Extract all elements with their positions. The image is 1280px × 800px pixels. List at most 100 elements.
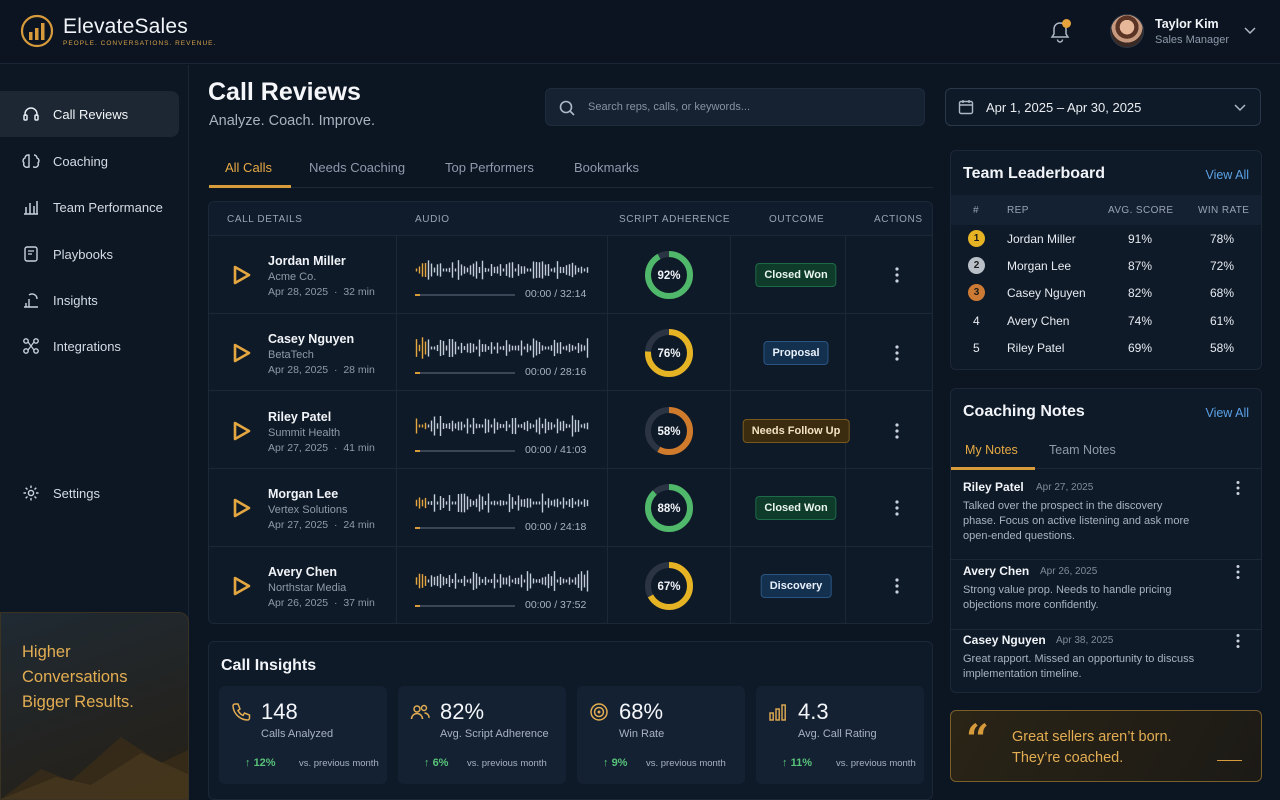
leaderboard-view-all-link[interactable]: View All (1205, 168, 1249, 182)
sidebar-item-coaching[interactable]: Coaching (0, 138, 179, 184)
user-role: Sales Manager (1155, 33, 1229, 46)
company-name: BetaTech (268, 348, 314, 361)
sidebar: Call Reviews Coaching Team Performance P… (0, 65, 189, 800)
more-options-icon[interactable] (1235, 633, 1241, 649)
more-options-icon[interactable] (894, 499, 900, 517)
table-row[interactable]: Casey Nguyen BetaTech Apr 28, 2025 · 28 … (209, 314, 932, 392)
book-icon (24, 246, 38, 262)
play-icon[interactable] (230, 342, 252, 364)
chevron-down-icon (1234, 104, 1246, 112)
audio-progress-bar[interactable] (415, 527, 515, 530)
sidebar-item-label: Integrations (53, 338, 121, 354)
coaching-notes-view-all-link[interactable]: View All (1205, 406, 1249, 420)
tab-my-notes[interactable]: My Notes (965, 443, 1018, 457)
rep-name[interactable]: Riley Patel (268, 409, 332, 424)
coaching-notes-title: Coaching Notes (963, 403, 1085, 420)
call-date: Apr 26, 2025 · 37 min (268, 597, 375, 610)
play-icon[interactable] (230, 497, 252, 519)
leaderboard-row[interactable]: 1 Jordan Miller 91% 78% (951, 226, 1261, 253)
more-options-icon[interactable] (1235, 480, 1241, 496)
rep-name[interactable]: Casey Nguyen (268, 331, 355, 346)
coaching-note[interactable]: Riley Patel Apr 27, 2025 Talked over the… (951, 480, 1261, 560)
win-rate: 58% (1210, 340, 1235, 355)
calls-table: CALL DETAILS AUDIO SCRIPT ADHERENCE OUTC… (208, 201, 933, 624)
insight-card-adherence[interactable]: 82% Avg. Script Adherence ↑ 6% vs. previ… (398, 686, 566, 784)
insights-title: Call Insights (221, 657, 317, 674)
insight-card-win-rate[interactable]: 68% Win Rate ↑ 9% vs. previous month (577, 686, 745, 784)
sidebar-item-label: Coaching (53, 153, 108, 169)
insight-value: 4.3 (798, 699, 829, 724)
brand-logo[interactable]: ElevateSales PEOPLE. CONVERSATIONS. REVE… (20, 14, 216, 48)
sidebar-item-insights[interactable]: Insights (0, 277, 179, 323)
date-range-picker[interactable]: Apr 1, 2025 – Apr 30, 2025 (945, 88, 1261, 126)
more-options-icon[interactable] (894, 344, 900, 362)
coaching-note[interactable]: Avery Chen Apr 26, 2025 Strong value pro… (951, 564, 1261, 630)
tab-bookmarks[interactable]: Bookmarks (574, 160, 640, 175)
search-input[interactable] (588, 89, 918, 125)
play-icon[interactable] (230, 575, 252, 597)
sidebar-item-call-reviews[interactable]: Call Reviews (0, 91, 179, 137)
avg-score: 91% (1128, 232, 1153, 246)
search-bar[interactable] (545, 88, 925, 126)
rep-name[interactable]: Jordan Miller (268, 254, 346, 268)
tab-needs-coaching[interactable]: Needs Coaching (309, 160, 406, 175)
insight-comparison: vs. previous month (836, 758, 916, 769)
more-options-icon[interactable] (1235, 564, 1241, 580)
chevron-down-icon[interactable] (1244, 27, 1256, 35)
table-row[interactable]: Morgan Lee Vertex Solutions Apr 27, 2025… (209, 469, 932, 547)
audio-progress-bar[interactable] (415, 294, 515, 296)
sidebar-item-settings[interactable]: Settings (0, 470, 179, 516)
table-row[interactable]: Jordan Miller Acme Co. Apr 28, 2025 · 32… (209, 236, 932, 314)
rep-name: Avery Chen (1007, 313, 1070, 328)
play-icon[interactable] (230, 420, 252, 442)
audio-waveform[interactable] (415, 258, 591, 282)
more-options-icon[interactable] (894, 266, 900, 284)
user-menu[interactable]: Taylor Kim Sales Manager (1110, 14, 1229, 48)
audio-waveform[interactable] (415, 491, 591, 515)
leaderboard-header: # REP AVG. SCORE WIN RATE (951, 195, 1261, 225)
leaderboard-row[interactable]: 2 Morgan Lee 87% 72% (951, 253, 1261, 280)
audio-duration: 00:00 / 28:16 (525, 365, 587, 378)
insight-card-rating[interactable]: 4.3 Avg. Call Rating ↑ 11% vs. previous … (756, 686, 924, 784)
more-options-icon[interactable] (894, 577, 900, 595)
coaching-note[interactable]: Casey Nguyen Apr 38, 2025 Great rapport.… (951, 633, 1261, 693)
users-icon (410, 704, 430, 720)
page-title: Call Reviews (208, 78, 361, 106)
table-row[interactable]: Avery Chen Northstar Media Apr 26, 2025 … (209, 547, 932, 623)
quote-text: Great sellers aren’t born. They’re coach… (1012, 729, 1172, 766)
audio-waveform[interactable] (415, 414, 591, 438)
table-header: CALL DETAILS AUDIO SCRIPT ADHERENCE OUTC… (209, 202, 932, 236)
target-icon (590, 703, 608, 721)
play-icon[interactable] (230, 264, 252, 286)
rep-name[interactable]: Avery Chen (268, 565, 338, 580)
audio-progress-fill (415, 449, 420, 452)
sidebar-item-playbooks[interactable]: Playbooks (0, 231, 179, 277)
audio-waveform[interactable] (415, 569, 591, 593)
brand-tagline: PEOPLE. CONVERSATIONS. REVENUE. (63, 39, 217, 47)
rep-name: Casey Nguyen (1007, 286, 1086, 301)
adherence-value: 92% (657, 270, 680, 282)
insight-card-calls[interactable]: 148 Calls Analyzed ↑ 12% vs. previous mo… (219, 686, 387, 784)
table-row[interactable]: Riley Patel Summit Health Apr 27, 2025 ·… (209, 392, 932, 470)
tab-all-calls[interactable]: All Calls (225, 160, 272, 175)
company-name: Acme Co. (268, 271, 317, 283)
win-rate: 78% (1210, 232, 1235, 246)
leaderboard-row[interactable]: 5 Riley Patel 69% 58% (951, 335, 1261, 362)
insight-label: Calls Analyzed (261, 728, 334, 740)
sidebar-item-team-performance[interactable]: Team Performance (0, 184, 179, 230)
tab-top-performers[interactable]: Top Performers (445, 160, 534, 175)
top-bar: ElevateSales PEOPLE. CONVERSATIONS. REVE… (0, 0, 1280, 64)
leaderboard-row[interactable]: 4 Avery Chen 74% 61% (951, 308, 1261, 335)
date-range-value: Apr 1, 2025 – Apr 30, 2025 (986, 99, 1142, 115)
leaderboard-row[interactable]: 3 Casey Nguyen 82% 68% (951, 280, 1261, 307)
more-options-icon[interactable] (894, 422, 900, 440)
rep-name[interactable]: Morgan Lee (268, 487, 339, 502)
audio-progress-bar[interactable] (415, 605, 515, 608)
audio-progress-bar[interactable] (415, 371, 515, 374)
tab-team-notes[interactable]: Team Notes (1049, 443, 1116, 457)
sidebar-item-integrations[interactable]: Integrations (0, 323, 179, 369)
active-tab-indicator (951, 467, 1035, 470)
avg-score: 74% (1128, 313, 1153, 328)
audio-progress-bar[interactable] (415, 449, 515, 452)
audio-waveform[interactable] (415, 336, 591, 360)
